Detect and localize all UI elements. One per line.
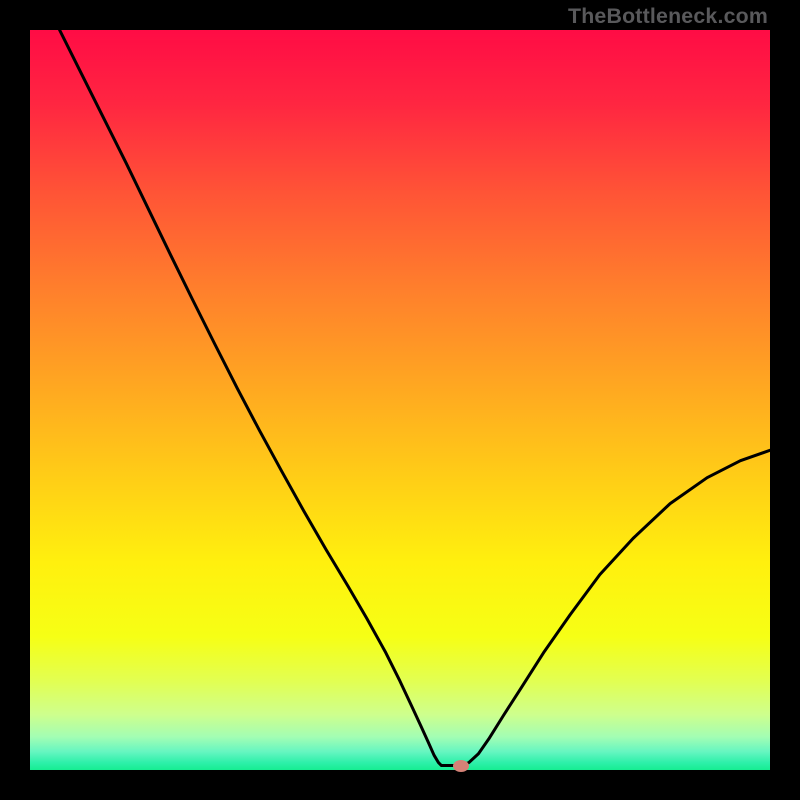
outer-frame: TheBottleneck.com <box>0 0 800 800</box>
plot-area <box>30 30 770 770</box>
optimum-marker <box>453 760 469 772</box>
bottleneck-curve <box>30 30 770 770</box>
watermark-label: TheBottleneck.com <box>568 4 768 29</box>
